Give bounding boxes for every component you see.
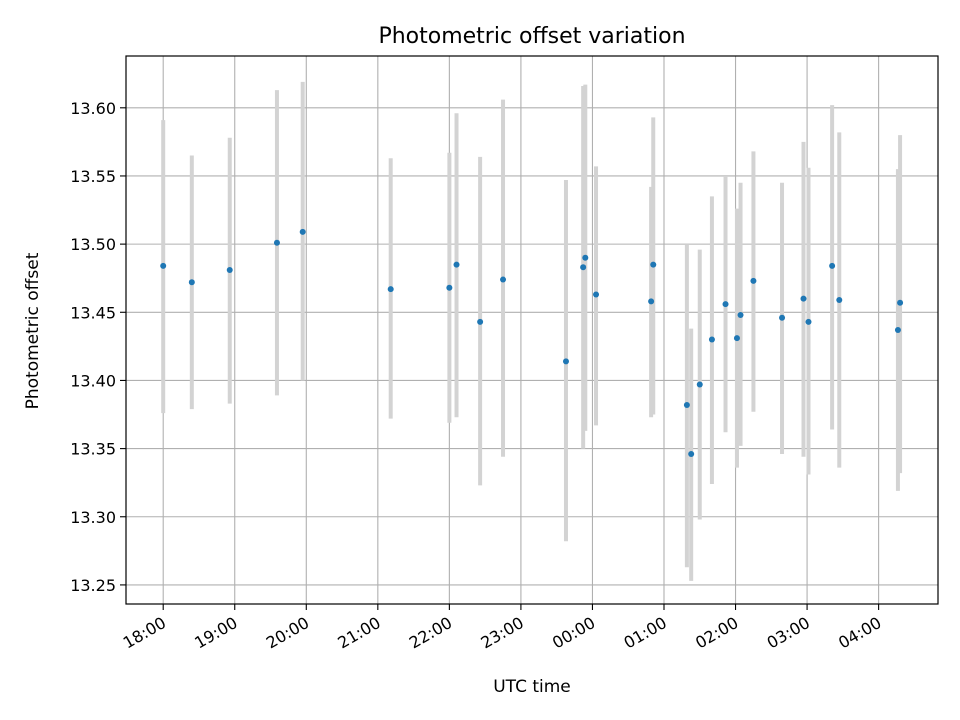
y-tick-label: 13.25 [70,576,116,595]
data-point [688,451,695,458]
data-point [273,239,280,246]
data-point [477,318,484,325]
data-point [562,358,569,365]
data-point [708,336,715,343]
data-point [897,299,904,306]
data-point [737,312,744,319]
data-point [722,301,729,308]
y-tick-label: 13.50 [70,235,116,254]
data-point [648,298,655,305]
data-point [800,295,807,302]
x-axis-label: UTC time [493,677,571,697]
y-tick-label: 13.30 [70,508,116,527]
data-point [894,327,901,333]
data-point [829,262,836,269]
data-point [593,291,600,298]
data-point [580,264,587,271]
data-point [582,254,589,261]
data-point [733,335,740,342]
data-point [446,284,453,291]
y-axis-label: Photometric offset [23,252,43,409]
data-point [650,261,657,268]
y-tick-label: 13.60 [70,99,116,118]
y-tick-label: 13.55 [70,167,116,186]
data-point [500,276,507,283]
data-point [750,277,757,284]
data-point [387,286,394,293]
data-point [805,318,812,325]
data-point [836,297,843,304]
y-tick-label: 13.35 [70,440,116,459]
y-tick-label: 13.40 [70,371,116,390]
y-axis-ticks: 13.25 13.30 13.35 13.40 13.45 13.50 13.55 13.60 [70,99,126,595]
data-points [160,228,904,458]
data-point [683,401,690,408]
chart-title: Photometric offset variation [378,24,685,49]
data-point [299,228,306,235]
data-point [779,314,786,321]
data-point [453,261,460,268]
y-tick-label: 13.45 [70,303,116,322]
data-point [160,262,167,269]
data-point [696,381,703,388]
data-point [188,279,195,286]
plot-frame [125,55,939,605]
data-point [226,267,233,274]
